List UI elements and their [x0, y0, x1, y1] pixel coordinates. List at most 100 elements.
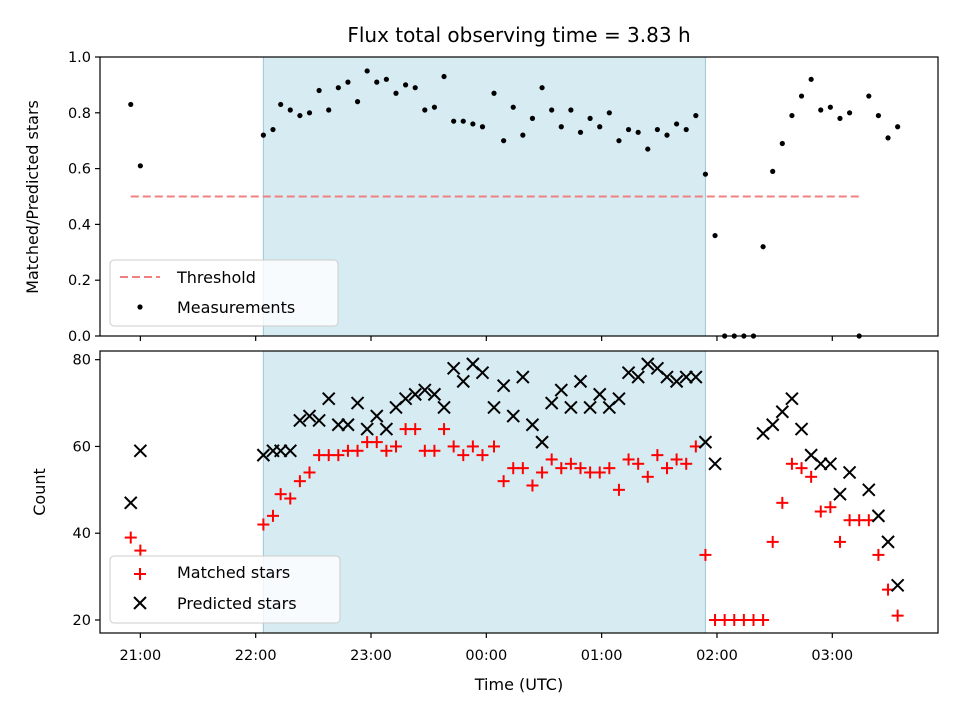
measurement-point — [510, 104, 516, 110]
predicted-star-point — [535, 435, 549, 449]
measurement-point — [374, 79, 380, 85]
matched-star-point — [266, 509, 279, 522]
matched-star-point — [303, 466, 316, 479]
predicted-star-point — [496, 379, 511, 393]
top-y-tick-label: 0.2 — [68, 273, 91, 289]
predicted-star-point — [516, 370, 530, 384]
measurement-point — [383, 76, 389, 82]
matched-star-point — [389, 440, 402, 453]
predicted-star-point — [418, 383, 432, 397]
measurement-point — [137, 163, 143, 169]
matched-star-point — [651, 449, 664, 462]
predicted-star-point — [862, 483, 876, 497]
bottom-axes-frame — [99, 350, 939, 634]
measurement-point — [278, 101, 284, 108]
measurement-point — [702, 171, 709, 177]
measurement-point — [393, 90, 399, 96]
matched-star-point — [593, 466, 606, 479]
measurement-point — [345, 79, 351, 85]
matched-star-point — [757, 613, 770, 626]
legend-matched-swatch — [134, 568, 146, 580]
predicted-star-point — [487, 400, 501, 415]
predicted-star-point — [133, 444, 148, 458]
matched-star-point — [891, 609, 904, 622]
predicted-star-point — [823, 457, 838, 471]
predicted-star-point — [890, 578, 905, 592]
matched-star-point — [603, 462, 616, 475]
predicted-star-point — [302, 409, 317, 423]
matched-star-point — [872, 548, 885, 561]
bottom-legend: Matched stars Predicted stars — [109, 555, 341, 624]
matched-star-point — [497, 475, 510, 488]
matched-star-point — [660, 462, 673, 475]
predicted-star-point — [341, 418, 355, 432]
matched-star-point — [805, 470, 818, 483]
matched-star-point — [545, 453, 558, 466]
measurement-point — [520, 132, 526, 138]
matched-star-point — [428, 444, 441, 457]
measurement-point — [539, 85, 545, 91]
predicted-star-point — [398, 392, 413, 406]
measurement-point — [568, 107, 574, 113]
matched-star-point — [622, 453, 635, 466]
measurement-point — [403, 82, 409, 88]
top-panel: 0.0 0.2 0.4 0.6 0.8 1.0 Matched/Predicted sta… — [23, 50, 939, 345]
predicted-star-point — [544, 396, 559, 410]
legend-measurements-label: Measurements — [177, 298, 295, 317]
measurement-point — [354, 99, 361, 105]
measurement-point — [770, 168, 776, 174]
measurement-point — [760, 244, 766, 250]
predicted-star-point — [360, 422, 374, 436]
matched-star-point — [447, 440, 460, 453]
predicted-star-point — [475, 365, 490, 380]
measurement-point — [335, 85, 341, 91]
x-tick-label: 00:00 — [465, 648, 507, 664]
measurement-point — [501, 138, 507, 144]
measurement-point — [431, 104, 438, 110]
measurement-point — [779, 140, 785, 147]
measurement-point — [895, 124, 901, 130]
measurement-point — [635, 129, 641, 135]
predicted-star-point — [456, 374, 470, 389]
matched-star-point — [370, 436, 383, 449]
predicted-star-point — [631, 370, 645, 384]
x-axis-label: Time (UTC) — [474, 675, 563, 694]
matched-star-point — [766, 535, 779, 548]
bottom-y-tick-label: 40 — [73, 526, 91, 542]
matched-star-point — [274, 488, 287, 501]
matched-star-point — [438, 423, 451, 436]
measurement-point — [674, 121, 680, 127]
measurement-point — [827, 104, 833, 110]
measurement-point — [645, 146, 651, 152]
matched-star-point — [457, 449, 470, 462]
matched-star-point — [574, 462, 587, 475]
predicted-star-point — [408, 387, 422, 402]
measurement-point — [412, 85, 418, 91]
predicted-star-point — [427, 387, 442, 402]
matched-star-point — [351, 444, 364, 457]
x-tick-label: 03:00 — [811, 648, 853, 664]
measurement-point — [789, 112, 795, 119]
top-y-axis-label: Matched/Predicted stars — [23, 100, 42, 294]
predicted-star-point — [322, 392, 336, 406]
matched-star-point — [680, 457, 693, 470]
predicted-star-point — [593, 387, 607, 402]
matched-star-point — [641, 470, 654, 483]
measurement-point — [837, 115, 843, 121]
measurement-point — [587, 115, 593, 121]
measurement-point — [846, 110, 853, 116]
matched-star-point — [699, 548, 712, 561]
matched-star-point — [284, 492, 297, 505]
matched-star-point — [776, 496, 789, 509]
predicted-star-point — [554, 383, 568, 397]
x-tick-label: 01:00 — [581, 648, 623, 664]
legend-predicted-label: Predicted stars — [177, 594, 297, 613]
bottom-panel: 20 40 60 80 21:00 22:00 23:00 00:00 01:00 02:00 0… — [30, 350, 939, 694]
x-tick-label: 02:00 — [696, 648, 738, 664]
predicted-star-point — [679, 370, 693, 384]
measurement-point — [479, 124, 486, 130]
matched-star-point — [795, 462, 808, 475]
top-y-tick-label: 0.4 — [68, 217, 91, 233]
matched-star-point — [409, 423, 422, 436]
